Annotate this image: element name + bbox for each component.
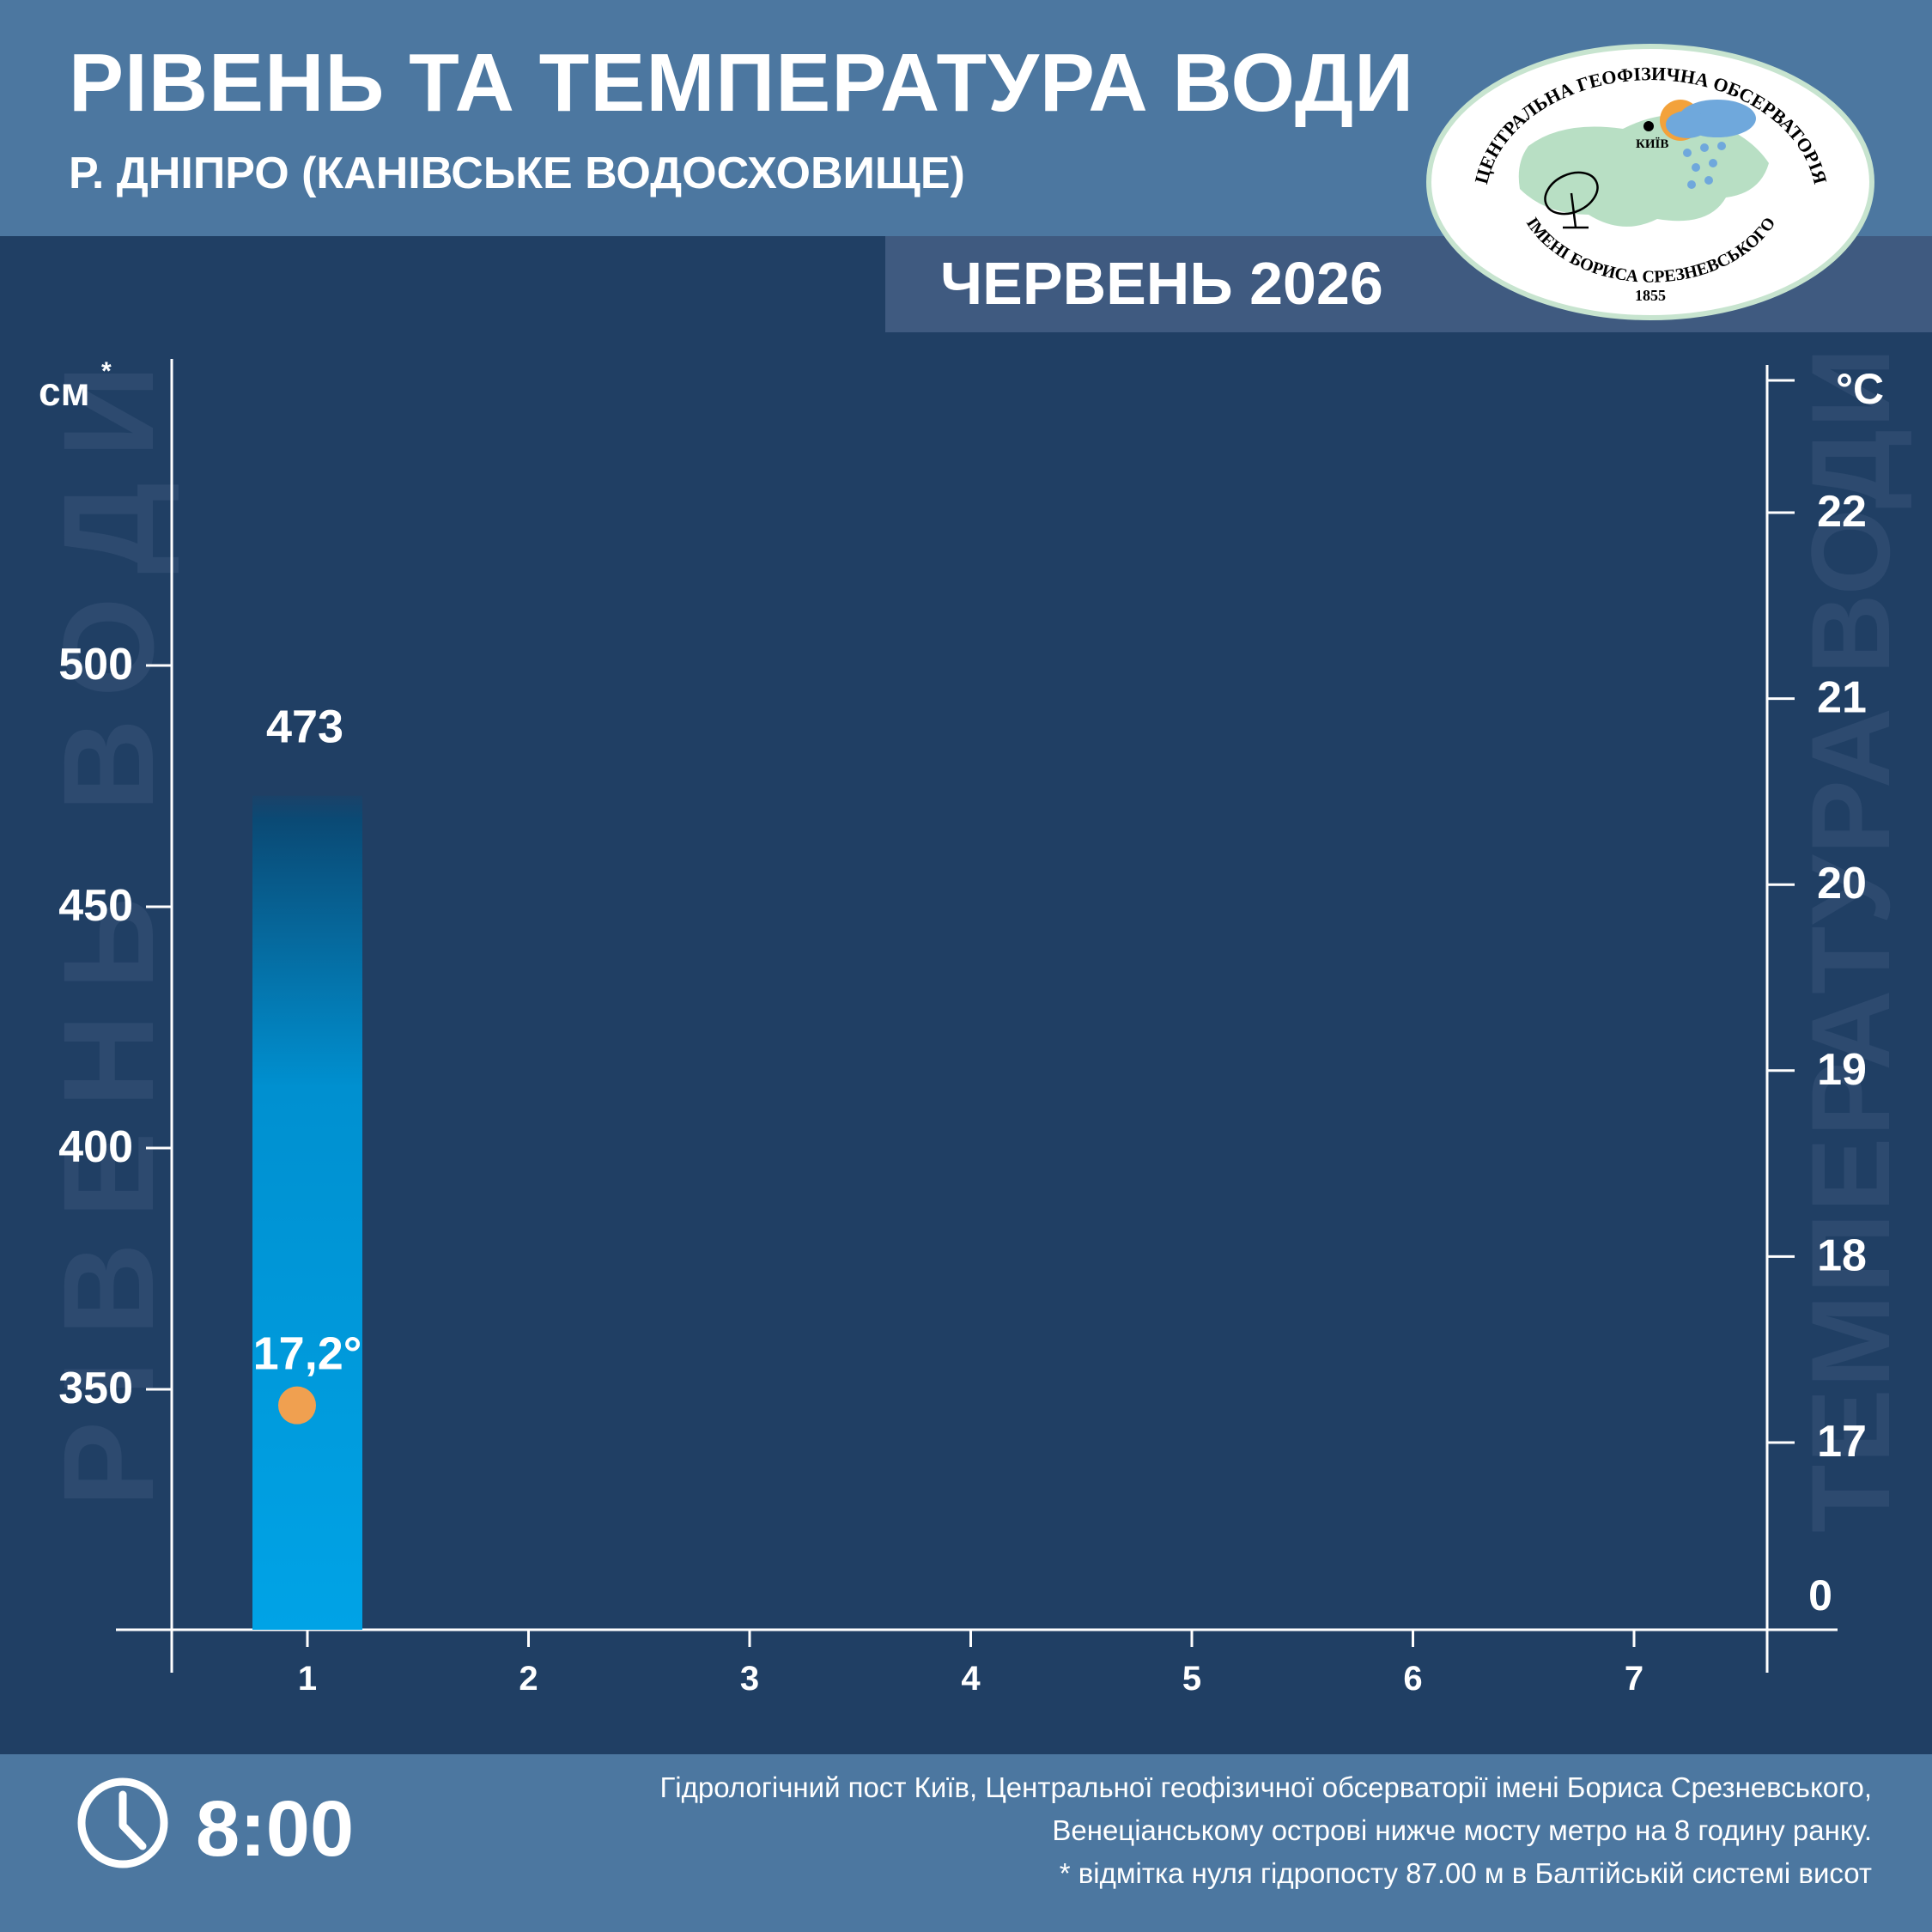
y-right-baseline-label: 0 bbox=[1808, 1571, 1832, 1619]
x-tick-label: 1 bbox=[298, 1660, 317, 1698]
y-right-tick-label: 20 bbox=[1817, 859, 1867, 908]
y-left-unit: см bbox=[39, 369, 90, 414]
x-tick-label: 5 bbox=[1182, 1660, 1201, 1698]
y-right-unit: °C bbox=[1836, 365, 1884, 413]
y-left-tick-label: 450 bbox=[58, 881, 133, 931]
x-tick-label: 7 bbox=[1625, 1660, 1643, 1698]
x-tick-label: 3 bbox=[740, 1660, 759, 1698]
footer-note-line3: * відмітка нуля гідропосту 87.00 м в Бал… bbox=[1059, 1857, 1872, 1889]
page-subtitle: Р. ДНІПРО (КАНІВСЬКЕ ВОДОСХОВИЩЕ) bbox=[69, 149, 965, 198]
temperature-marker bbox=[278, 1386, 316, 1425]
level-bar bbox=[252, 795, 362, 1630]
observation-time: 8:00 bbox=[196, 1785, 355, 1873]
watermark-right: ТЕМПЕРАТУРА ВОДИ bbox=[1788, 348, 1913, 1533]
level-bar-label: 473 bbox=[266, 702, 343, 753]
observatory-logo: КИЇВ ЦЕНТРАЛЬНА ГЕОФІЗИЧНА ОБСЕРВАТОРІЯ … bbox=[1426, 44, 1874, 320]
watermark-left: РІВЕНЬ ВОДИ bbox=[36, 365, 180, 1507]
clock-icon bbox=[77, 1777, 168, 1868]
page-title: РІВЕНЬ ТА ТЕМПЕРАТУРА ВОДИ bbox=[69, 37, 1415, 129]
x-tick-label: 6 bbox=[1403, 1660, 1422, 1698]
x-tick-label: 2 bbox=[519, 1660, 538, 1698]
footer-note-line2: Венеціанському острові нижче мосту метро… bbox=[1052, 1814, 1872, 1846]
y-right-tick-label: 19 bbox=[1817, 1045, 1867, 1095]
footer-note-line1: Гідрологічний пост Київ, Центральної гео… bbox=[659, 1771, 1872, 1803]
month-label: ЧЕРВЕНЬ 2026 bbox=[940, 250, 1383, 317]
footer-band bbox=[0, 1754, 1932, 1932]
temperature-label: 17,2° bbox=[253, 1328, 362, 1380]
y-right-tick-label: 17 bbox=[1817, 1417, 1867, 1467]
y-right-tick-label: 18 bbox=[1817, 1230, 1867, 1280]
y-left-unit-asterisk: * bbox=[101, 357, 112, 386]
y-right-tick-label: 22 bbox=[1817, 487, 1867, 537]
y-left-tick-label: 500 bbox=[58, 640, 133, 690]
x-tick-label: 4 bbox=[961, 1660, 981, 1698]
y-right-tick-label: 21 bbox=[1817, 673, 1867, 723]
logo-city: КИЇВ bbox=[1636, 137, 1668, 151]
y-left-tick-label: 350 bbox=[58, 1364, 133, 1413]
logo-year: 1855 bbox=[1635, 287, 1666, 304]
y-left-tick-label: 400 bbox=[58, 1122, 133, 1172]
